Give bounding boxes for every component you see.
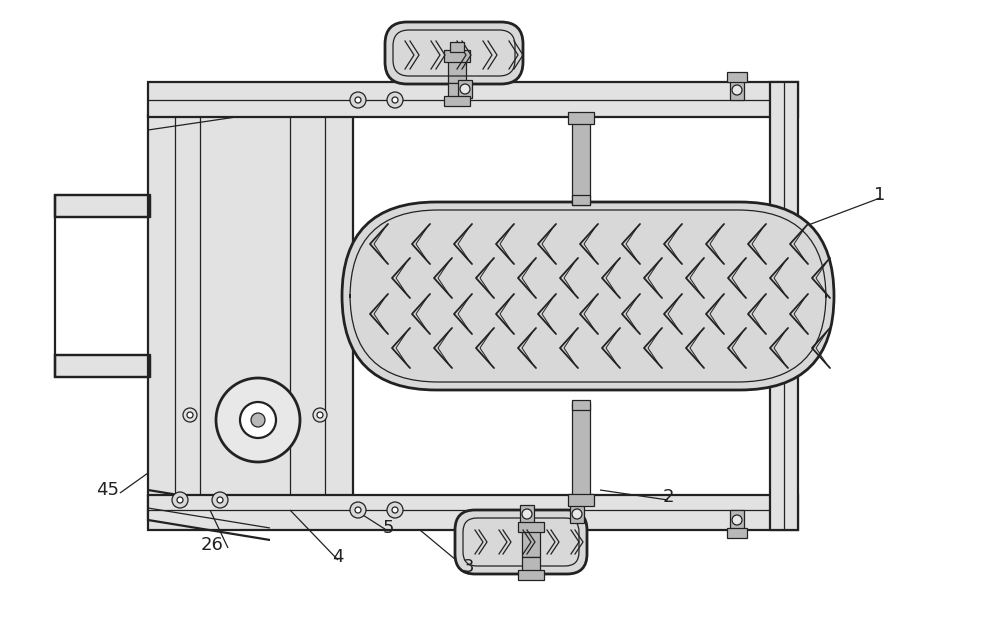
Text: 26: 26	[201, 536, 224, 554]
Text: 5: 5	[382, 519, 394, 537]
Bar	[55, 195, 150, 217]
Circle shape	[460, 84, 470, 94]
Circle shape	[217, 497, 223, 503]
Bar	[522, 527, 540, 557]
Bar	[444, 96, 470, 106]
Bar	[572, 195, 590, 205]
Circle shape	[392, 97, 398, 103]
Bar	[572, 117, 590, 205]
FancyBboxPatch shape	[342, 202, 834, 390]
Bar	[448, 55, 466, 83]
Bar	[727, 72, 747, 82]
Circle shape	[317, 412, 323, 418]
Circle shape	[350, 92, 366, 108]
Bar	[148, 115, 353, 520]
Circle shape	[522, 509, 532, 519]
Circle shape	[387, 502, 403, 518]
Text: 3: 3	[462, 558, 474, 576]
Bar	[148, 82, 798, 117]
Circle shape	[350, 502, 366, 518]
Circle shape	[212, 492, 228, 508]
Circle shape	[355, 507, 361, 513]
Circle shape	[392, 507, 398, 513]
Text: 2: 2	[662, 488, 674, 506]
Circle shape	[313, 408, 327, 422]
Circle shape	[355, 97, 361, 103]
Text: 4: 4	[333, 548, 344, 566]
Bar	[568, 494, 594, 506]
Bar	[572, 403, 590, 497]
Bar	[730, 80, 744, 100]
Bar	[458, 80, 472, 98]
Bar	[572, 400, 590, 410]
FancyBboxPatch shape	[385, 22, 523, 84]
Circle shape	[251, 413, 265, 427]
Circle shape	[572, 509, 582, 519]
Circle shape	[240, 402, 276, 438]
Bar	[727, 528, 747, 538]
Bar	[570, 505, 584, 523]
Bar	[568, 112, 594, 124]
Bar	[770, 82, 798, 530]
Bar	[730, 510, 744, 530]
Text: 1: 1	[874, 186, 886, 204]
Bar	[518, 522, 544, 532]
FancyBboxPatch shape	[455, 510, 587, 574]
Bar	[520, 505, 534, 523]
Circle shape	[183, 408, 197, 422]
Text: 45: 45	[96, 481, 120, 499]
Bar	[444, 50, 470, 62]
Circle shape	[172, 492, 188, 508]
Bar	[522, 557, 540, 573]
Bar	[448, 83, 466, 99]
Bar	[518, 570, 544, 580]
Circle shape	[177, 497, 183, 503]
Circle shape	[732, 85, 742, 95]
Circle shape	[387, 92, 403, 108]
Bar	[148, 495, 798, 530]
Bar	[55, 355, 150, 377]
Circle shape	[216, 378, 300, 462]
Bar	[55, 355, 150, 377]
Bar	[55, 195, 150, 217]
Bar	[450, 42, 464, 52]
Circle shape	[187, 412, 193, 418]
Circle shape	[732, 515, 742, 525]
